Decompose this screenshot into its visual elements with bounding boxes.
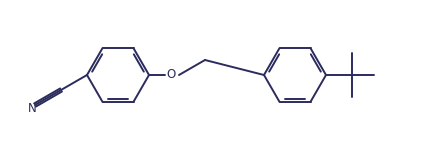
Text: O: O (166, 69, 175, 82)
Text: N: N (28, 102, 37, 115)
